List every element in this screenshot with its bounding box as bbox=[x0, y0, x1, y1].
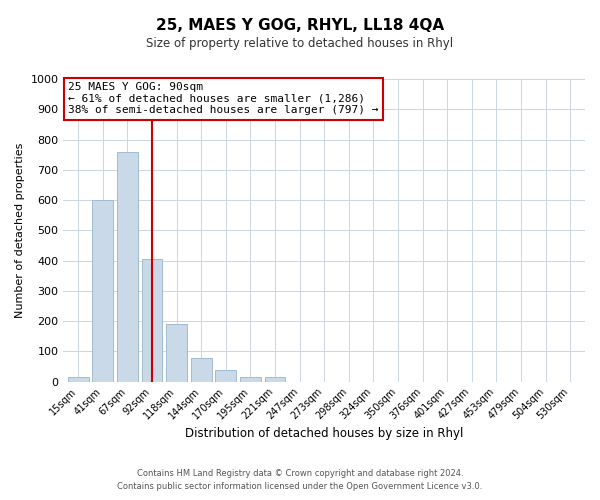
Bar bbox=[68, 377, 89, 382]
Bar bbox=[215, 370, 236, 382]
Y-axis label: Number of detached properties: Number of detached properties bbox=[15, 142, 25, 318]
Text: Contains public sector information licensed under the Open Government Licence v3: Contains public sector information licen… bbox=[118, 482, 482, 491]
Bar bbox=[166, 324, 187, 382]
Bar bbox=[240, 376, 261, 382]
Text: Size of property relative to detached houses in Rhyl: Size of property relative to detached ho… bbox=[146, 38, 454, 51]
Bar bbox=[265, 378, 286, 382]
X-axis label: Distribution of detached houses by size in Rhyl: Distribution of detached houses by size … bbox=[185, 427, 463, 440]
Text: Contains HM Land Registry data © Crown copyright and database right 2024.: Contains HM Land Registry data © Crown c… bbox=[137, 468, 463, 477]
Bar bbox=[191, 358, 212, 382]
Text: 25 MAES Y GOG: 90sqm
← 61% of detached houses are smaller (1,286)
38% of semi-de: 25 MAES Y GOG: 90sqm ← 61% of detached h… bbox=[68, 82, 379, 115]
Bar bbox=[142, 259, 163, 382]
Bar bbox=[117, 152, 138, 382]
Text: 25, MAES Y GOG, RHYL, LL18 4QA: 25, MAES Y GOG, RHYL, LL18 4QA bbox=[156, 18, 444, 32]
Bar bbox=[92, 200, 113, 382]
